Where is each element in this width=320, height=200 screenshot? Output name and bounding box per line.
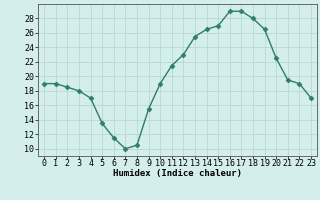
X-axis label: Humidex (Indice chaleur): Humidex (Indice chaleur): [113, 169, 242, 178]
